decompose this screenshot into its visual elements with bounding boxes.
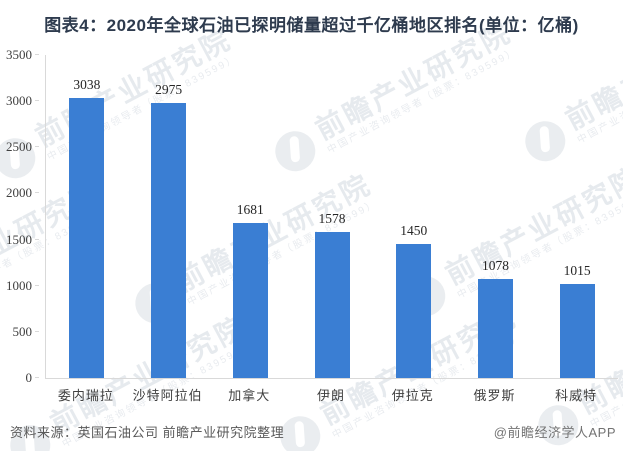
bar-value-label: 1681 bbox=[236, 202, 264, 217]
bar bbox=[69, 98, 105, 378]
x-axis-labels: 委内瑞拉 沙特阿拉伯 加拿大 伊朗 伊拉克 俄罗斯 科威特 bbox=[45, 385, 617, 404]
bar-column: 1015 bbox=[536, 55, 618, 378]
y-tick-label: 500 bbox=[12, 323, 33, 339]
bar-value-label: 2975 bbox=[155, 82, 183, 97]
bar bbox=[559, 284, 595, 378]
x-axis-category-label: 沙特阿拉伯 bbox=[132, 388, 203, 403]
x-axis-category-label: 伊拉克 bbox=[391, 388, 434, 403]
bar-column: 1450 bbox=[373, 55, 455, 378]
plot-area: 3038 2975 1681 1578 1450 1078 1015 bbox=[45, 55, 618, 379]
y-tick-mark bbox=[35, 54, 39, 55]
bar-column: 1578 bbox=[291, 55, 373, 378]
y-tick-label: 2000 bbox=[6, 185, 32, 201]
bar-column: 3038 bbox=[46, 55, 128, 378]
y-tick-label: 3500 bbox=[6, 47, 32, 62]
y-axis-labels: 0 500 1000 1500 2000 2500 3000 3500 bbox=[0, 47, 39, 385]
bar-value-label: 1450 bbox=[400, 223, 428, 238]
bar-value-label: 1578 bbox=[318, 211, 346, 226]
y-tick-label: 1000 bbox=[6, 277, 32, 293]
bar bbox=[232, 223, 268, 378]
bar bbox=[477, 279, 513, 378]
y-tick-label: 3000 bbox=[6, 93, 32, 109]
bar-value-label: 1078 bbox=[481, 258, 509, 273]
x-axis-category-label: 科威特 bbox=[555, 388, 598, 403]
y-tick-mark bbox=[35, 377, 39, 378]
x-axis-category-label: 俄罗斯 bbox=[473, 388, 516, 403]
y-tick-mark bbox=[35, 330, 39, 332]
y-tick-label: 0 bbox=[25, 370, 33, 385]
bar-value-label: 1015 bbox=[563, 263, 591, 278]
bar-column: 1078 bbox=[455, 55, 537, 378]
bar-series: 3038 2975 1681 1578 1450 1078 1015 bbox=[46, 55, 618, 378]
bar-column: 2975 bbox=[128, 55, 210, 378]
bar bbox=[314, 232, 350, 378]
bar-column: 1681 bbox=[209, 55, 291, 378]
y-tick-mark bbox=[35, 238, 39, 240]
x-axis-category-label: 委内瑞拉 bbox=[57, 388, 114, 403]
x-axis-category-label: 伊朗 bbox=[317, 388, 346, 403]
bar bbox=[151, 103, 187, 378]
y-tick-mark bbox=[35, 100, 39, 102]
y-tick-mark bbox=[35, 284, 39, 286]
bar bbox=[396, 244, 432, 378]
y-tick-label: 2500 bbox=[6, 139, 32, 155]
y-tick-mark bbox=[35, 192, 39, 194]
credit-note: @前瞻经济学人APP bbox=[493, 425, 616, 440]
y-tick-mark bbox=[35, 146, 39, 148]
y-tick-label: 1500 bbox=[6, 231, 32, 247]
x-axis-category-label: 加拿大 bbox=[228, 388, 271, 403]
chart-title: 图表4：2020年全球石油已探明储量超过千亿桶地区排名(单位：亿桶) bbox=[44, 16, 579, 35]
source-note: 资料来源：英国石油公司 前瞻产业研究院整理 bbox=[10, 425, 285, 440]
bar-value-label: 3038 bbox=[73, 77, 101, 92]
